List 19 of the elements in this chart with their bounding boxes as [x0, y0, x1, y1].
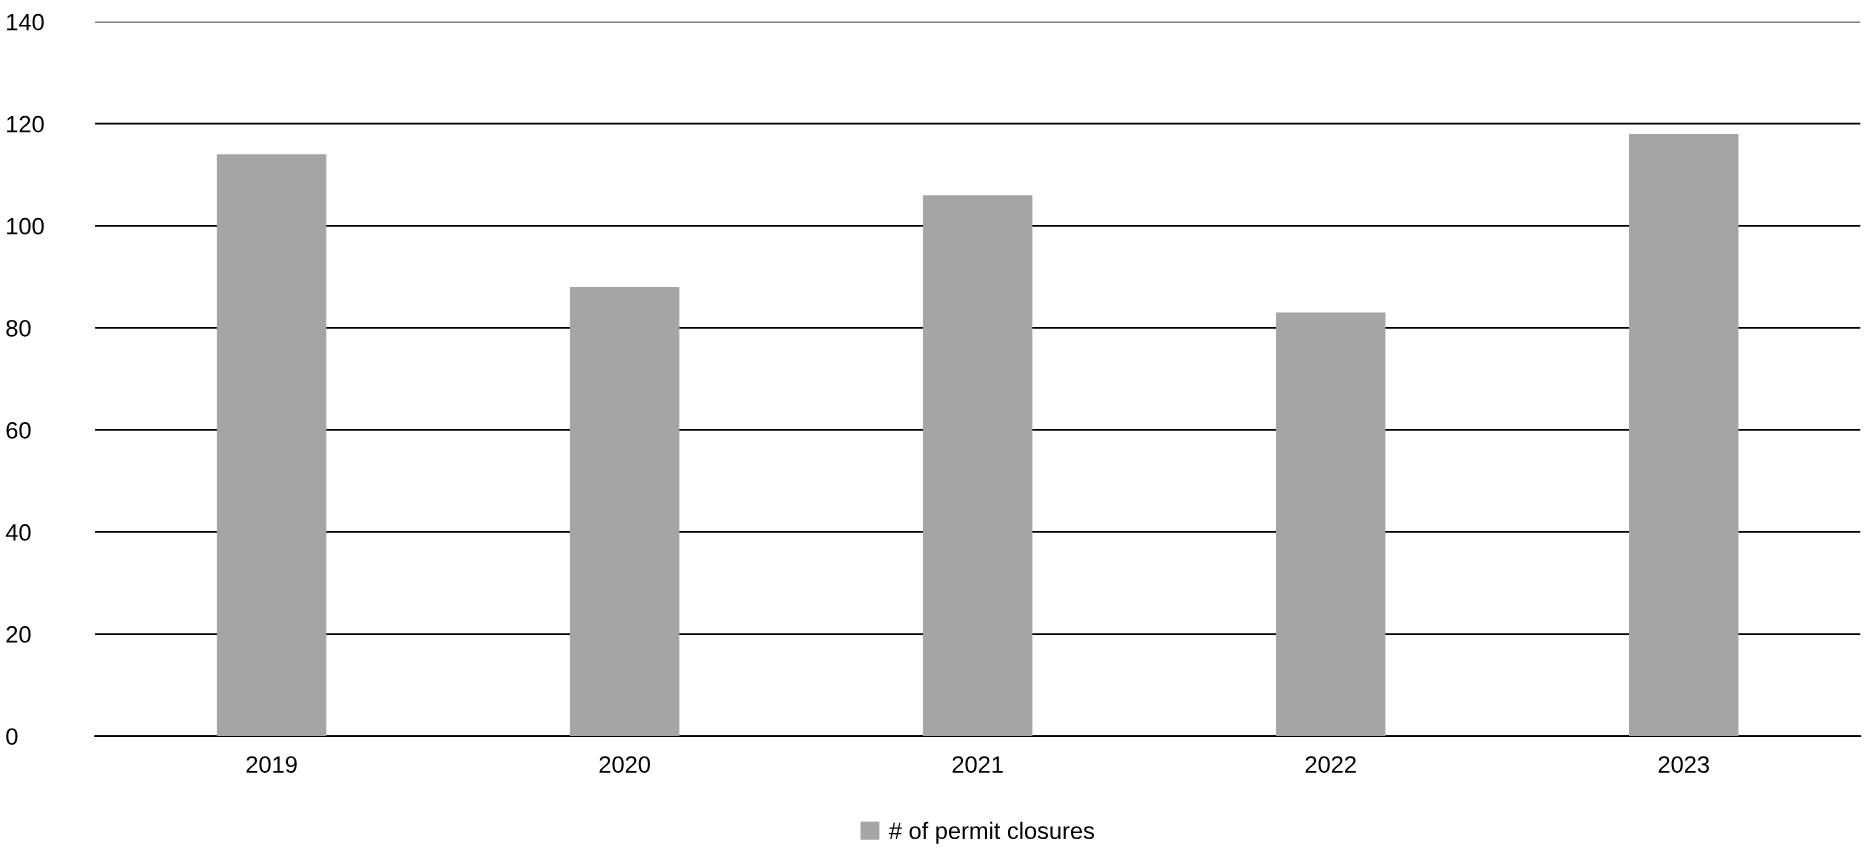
x-tick-label: 2021 — [952, 756, 1003, 773]
bar — [216, 154, 327, 737]
y-tick-label: 140 — [7, 13, 44, 31]
y-tick-label: 80 — [6, 319, 31, 337]
y-tick-label: 60 — [6, 421, 31, 439]
x-tick-label: 2020 — [599, 756, 650, 773]
y-tick-label: 40 — [5, 524, 31, 541]
x-tick-label: 2022 — [1305, 756, 1356, 773]
y-tick-label: 120 — [7, 115, 44, 133]
bar — [569, 287, 680, 737]
legend-label: # of permit closures — [888, 821, 1094, 844]
bar — [1275, 312, 1386, 737]
y-tick-label: 20 — [6, 626, 31, 643]
x-tick-label: 2019 — [246, 756, 297, 773]
bar — [922, 195, 1033, 737]
y-tick-label: 0 — [6, 728, 18, 745]
x-tick-label: 2023 — [1658, 756, 1709, 773]
bar — [1629, 133, 1739, 737]
y-tick-label: 100 — [7, 217, 44, 235]
